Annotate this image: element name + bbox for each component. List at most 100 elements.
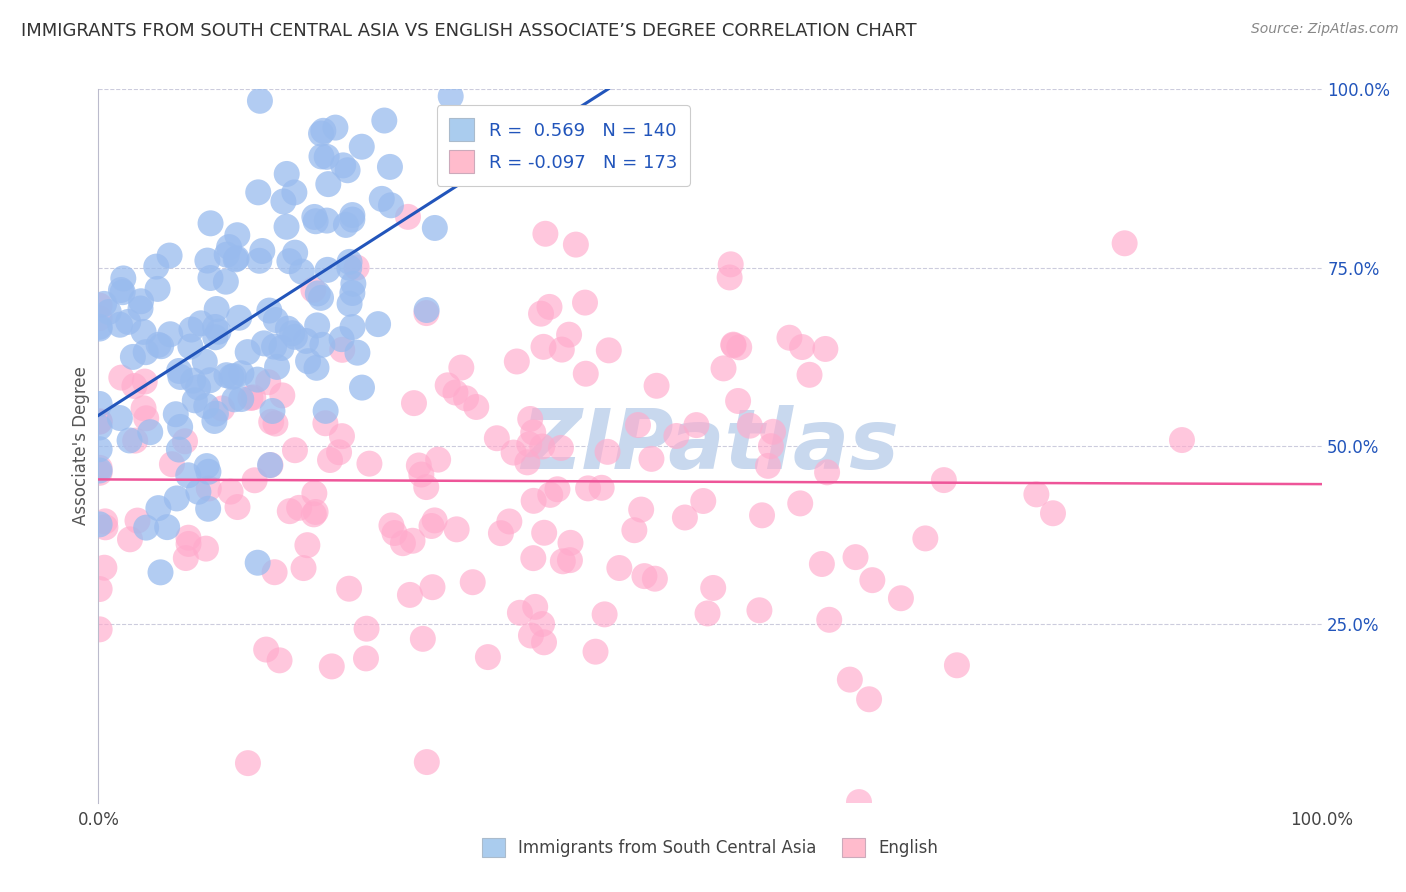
Text: ZIPatlas: ZIPatlas	[522, 406, 898, 486]
Point	[134, 375, 156, 389]
Point	[350, 381, 373, 395]
Point	[423, 221, 446, 235]
Point	[533, 635, 555, 649]
Point	[204, 320, 226, 334]
Point	[450, 360, 472, 375]
Point	[224, 392, 246, 407]
Point	[110, 370, 132, 384]
Point	[110, 283, 132, 297]
Point	[247, 253, 270, 268]
Point	[307, 318, 329, 333]
Point	[738, 418, 761, 433]
Point	[309, 291, 332, 305]
Point	[335, 218, 357, 232]
Point	[132, 401, 155, 416]
Point	[135, 411, 157, 425]
Text: IMMIGRANTS FROM SOUTH CENTRAL ASIA VS ENGLISH ASSOCIATE’S DEGREE CORRELATION CHA: IMMIGRANTS FROM SOUTH CENTRAL ASIA VS EN…	[21, 22, 917, 40]
Legend: Immigrants from South Central Asia, English: Immigrants from South Central Asia, Engl…	[474, 830, 946, 866]
Point	[321, 659, 343, 673]
Point	[190, 316, 212, 330]
Point	[89, 321, 111, 335]
Point	[814, 342, 837, 356]
Point	[598, 343, 620, 358]
Point	[465, 400, 488, 414]
Point	[440, 89, 463, 103]
Point	[263, 340, 285, 354]
Point	[818, 613, 841, 627]
Point	[198, 373, 221, 387]
Point	[228, 310, 250, 325]
Point	[560, 536, 582, 550]
Point	[477, 650, 499, 665]
Point	[778, 331, 800, 345]
Point	[276, 219, 298, 234]
Point	[392, 536, 415, 550]
Point	[167, 442, 190, 457]
Point	[145, 260, 167, 274]
Point	[291, 264, 314, 278]
Point	[246, 556, 269, 570]
Point	[342, 208, 364, 222]
Point	[139, 425, 162, 439]
Point	[415, 303, 437, 318]
Point	[135, 345, 157, 359]
Point	[533, 340, 555, 354]
Point	[316, 263, 339, 277]
Point	[946, 658, 969, 673]
Point	[179, 340, 201, 354]
Point	[485, 431, 508, 445]
Point	[304, 214, 326, 228]
Point	[266, 359, 288, 374]
Point	[89, 461, 111, 475]
Point	[198, 482, 221, 496]
Point	[517, 437, 540, 451]
Point	[319, 453, 342, 467]
Point	[166, 491, 188, 506]
Point	[246, 373, 269, 387]
Point	[202, 414, 225, 428]
Point	[328, 445, 350, 459]
Point	[1171, 433, 1194, 447]
Point	[350, 139, 373, 153]
Point	[219, 484, 242, 499]
Point	[644, 572, 666, 586]
Point	[270, 341, 292, 355]
Point	[195, 459, 218, 474]
Point	[278, 254, 301, 268]
Point	[454, 392, 477, 406]
Point	[89, 442, 111, 457]
Point	[177, 531, 200, 545]
Point	[371, 192, 394, 206]
Point	[380, 518, 402, 533]
Point	[759, 439, 782, 453]
Point	[550, 441, 572, 455]
Point	[149, 566, 172, 580]
Point	[215, 248, 238, 262]
Point	[336, 163, 359, 178]
Point	[506, 354, 529, 368]
Point	[509, 606, 531, 620]
Point	[914, 532, 936, 546]
Point	[623, 523, 645, 537]
Point	[519, 412, 541, 426]
Point	[295, 334, 318, 348]
Point	[89, 623, 111, 637]
Point	[858, 692, 880, 706]
Point	[330, 332, 353, 346]
Point	[181, 374, 204, 388]
Point	[276, 167, 298, 181]
Point	[180, 322, 202, 336]
Point	[254, 642, 277, 657]
Point	[169, 420, 191, 434]
Point	[304, 486, 326, 500]
Point	[665, 429, 688, 443]
Point	[444, 385, 467, 400]
Point	[277, 321, 299, 335]
Point	[297, 354, 319, 368]
Point	[89, 415, 111, 429]
Point	[789, 496, 811, 510]
Point	[89, 311, 111, 326]
Point	[558, 327, 581, 342]
Point	[645, 378, 668, 392]
Point	[111, 285, 134, 300]
